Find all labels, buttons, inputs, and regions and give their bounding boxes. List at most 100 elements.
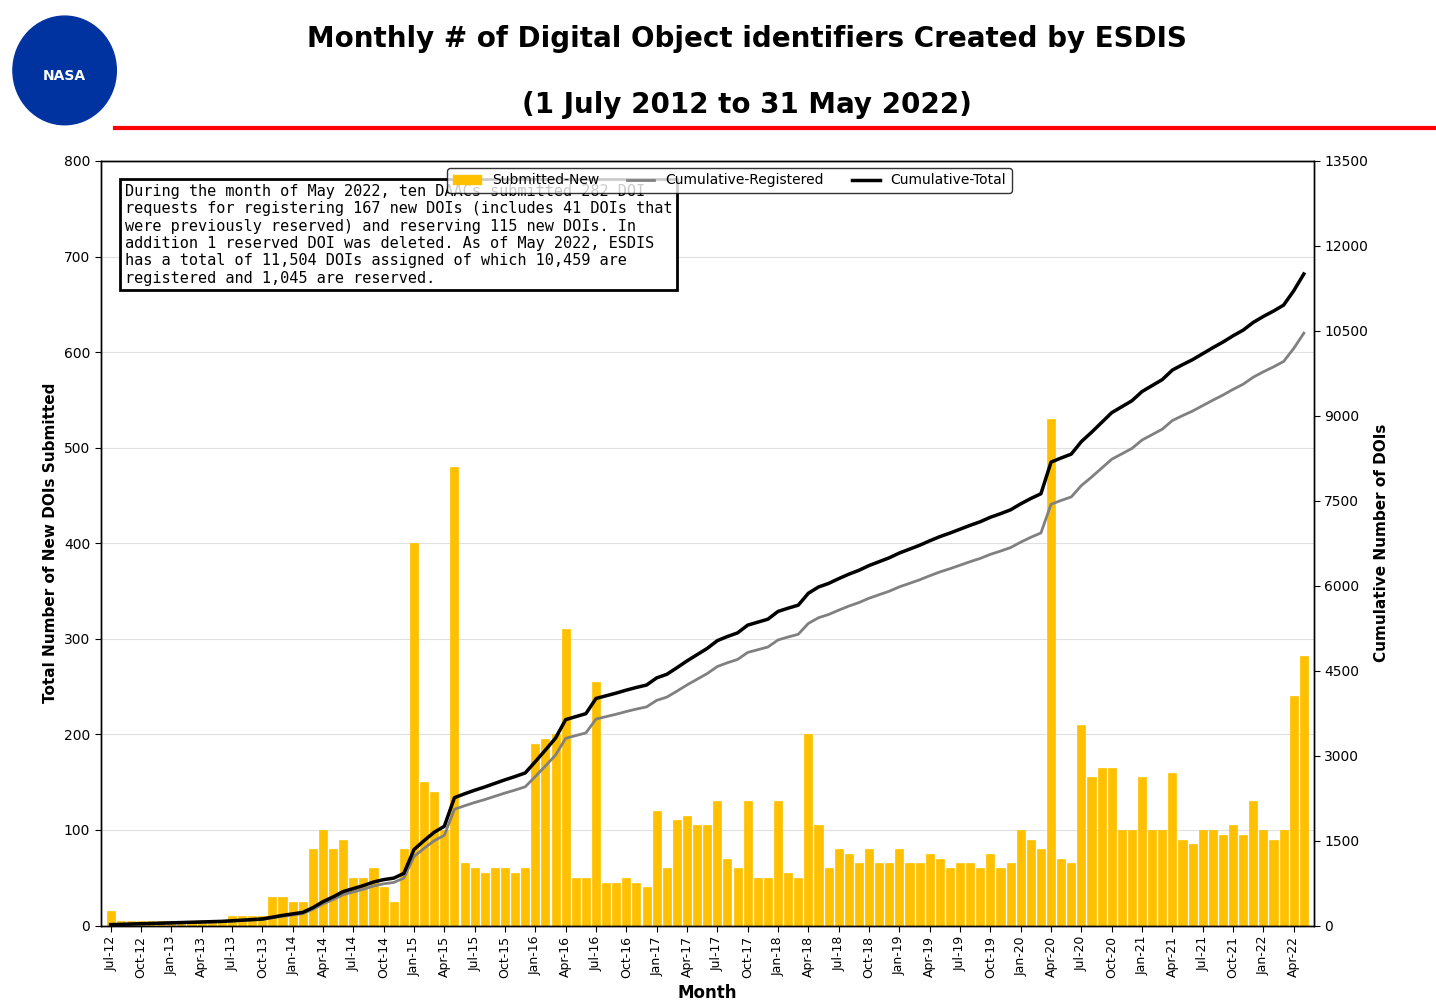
Bar <box>744 801 751 926</box>
Line: Cumulative-Registered: Cumulative-Registered <box>111 333 1304 925</box>
Cumulative-Total <box>1123 394 1140 406</box>
Cumulative-Total <box>1295 268 1313 280</box>
Bar <box>531 744 540 926</box>
Bar <box>936 859 943 926</box>
Bar <box>1179 839 1186 926</box>
Bar <box>1017 830 1025 926</box>
Bar <box>409 543 418 926</box>
Bar <box>814 825 823 926</box>
Bar <box>1259 830 1268 926</box>
Bar <box>916 863 923 926</box>
Cumulative-Total <box>972 516 989 528</box>
Bar <box>834 849 843 926</box>
Bar <box>714 801 721 926</box>
Bar <box>906 863 913 926</box>
Bar <box>299 901 307 926</box>
Bar <box>1137 778 1146 926</box>
Bar <box>106 911 115 926</box>
Bar <box>481 873 488 926</box>
Bar <box>987 854 994 926</box>
Bar <box>349 877 358 926</box>
Bar <box>441 830 448 926</box>
Bar <box>218 920 225 926</box>
Bar <box>673 821 681 926</box>
Bar <box>561 630 570 926</box>
Cumulative-Total <box>800 588 817 600</box>
Bar <box>451 467 458 926</box>
Bar <box>602 882 610 926</box>
Bar <box>704 825 711 926</box>
Y-axis label: Cumulative Number of DOIs: Cumulative Number of DOIs <box>1374 425 1389 662</box>
Bar <box>258 915 266 926</box>
Bar <box>369 868 378 926</box>
Bar <box>198 920 205 926</box>
Cumulative-Total <box>345 882 362 894</box>
Bar <box>1117 830 1126 926</box>
Bar <box>1127 830 1136 926</box>
Bar <box>471 868 478 926</box>
Bar <box>774 801 783 926</box>
Bar <box>895 849 903 926</box>
Bar <box>1027 839 1035 926</box>
Bar <box>1189 844 1196 926</box>
Bar <box>734 868 741 926</box>
Bar <box>864 849 873 926</box>
Bar <box>1067 863 1076 926</box>
Bar <box>1269 839 1278 926</box>
Line: Cumulative-Total: Cumulative-Total <box>111 274 1304 925</box>
Bar <box>167 920 175 926</box>
Cumulative-Registered <box>972 552 989 564</box>
Cumulative-Registered <box>800 618 817 630</box>
Bar <box>622 877 630 926</box>
Bar <box>632 882 640 926</box>
Bar <box>279 897 287 926</box>
Bar <box>794 877 803 926</box>
Bar <box>1290 696 1298 926</box>
Bar <box>642 887 651 926</box>
Bar <box>582 877 590 926</box>
Bar <box>1199 830 1206 926</box>
Bar <box>1057 859 1066 926</box>
Bar <box>511 873 520 926</box>
Bar <box>652 811 661 926</box>
Bar <box>1107 768 1116 926</box>
Bar <box>764 877 773 926</box>
Cumulative-Total <box>102 918 119 931</box>
Bar <box>126 920 135 926</box>
Bar <box>491 868 498 926</box>
Bar <box>551 734 560 926</box>
Bar <box>339 839 348 926</box>
Cumulative-Registered <box>1123 443 1140 455</box>
Bar <box>694 825 701 926</box>
Bar <box>684 816 691 926</box>
Bar <box>501 868 508 926</box>
Legend: Submitted-New, Cumulative-Registered, Cumulative-Total: Submitted-New, Cumulative-Registered, Cu… <box>447 168 1012 193</box>
Bar <box>946 868 954 926</box>
Circle shape <box>13 16 116 125</box>
Bar <box>188 920 195 926</box>
Cumulative-Registered <box>102 918 119 931</box>
Bar <box>329 849 337 926</box>
Bar <box>238 915 246 926</box>
Bar <box>885 863 893 926</box>
Bar <box>592 682 600 926</box>
Bar <box>146 920 155 926</box>
Bar <box>116 920 125 926</box>
Bar <box>379 887 388 926</box>
Bar <box>157 920 165 926</box>
Y-axis label: Total Number of New DOIs Submitted: Total Number of New DOIs Submitted <box>43 383 59 703</box>
Cumulative-Total <box>477 781 494 793</box>
Bar <box>824 868 833 926</box>
Bar <box>389 901 398 926</box>
Bar <box>178 920 185 926</box>
Bar <box>269 897 277 926</box>
Text: (1 July 2012 to 31 May 2022): (1 July 2012 to 31 May 2022) <box>521 91 972 119</box>
Bar <box>1037 849 1045 926</box>
Bar <box>1229 825 1236 926</box>
Bar <box>1219 835 1226 926</box>
Text: Monthly # of Digital Object identifiers Created by ESDIS: Monthly # of Digital Object identifiers … <box>307 25 1186 53</box>
Bar <box>1077 725 1086 926</box>
Bar <box>612 882 620 926</box>
Cumulative-Registered <box>1295 327 1313 339</box>
Bar <box>1300 656 1308 926</box>
